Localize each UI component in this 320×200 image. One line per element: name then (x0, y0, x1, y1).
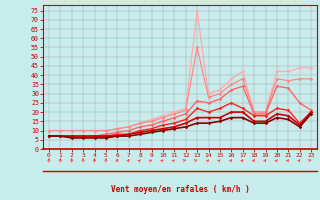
Text: Vent moyen/en rafales ( km/h ): Vent moyen/en rafales ( km/h ) (111, 186, 250, 194)
